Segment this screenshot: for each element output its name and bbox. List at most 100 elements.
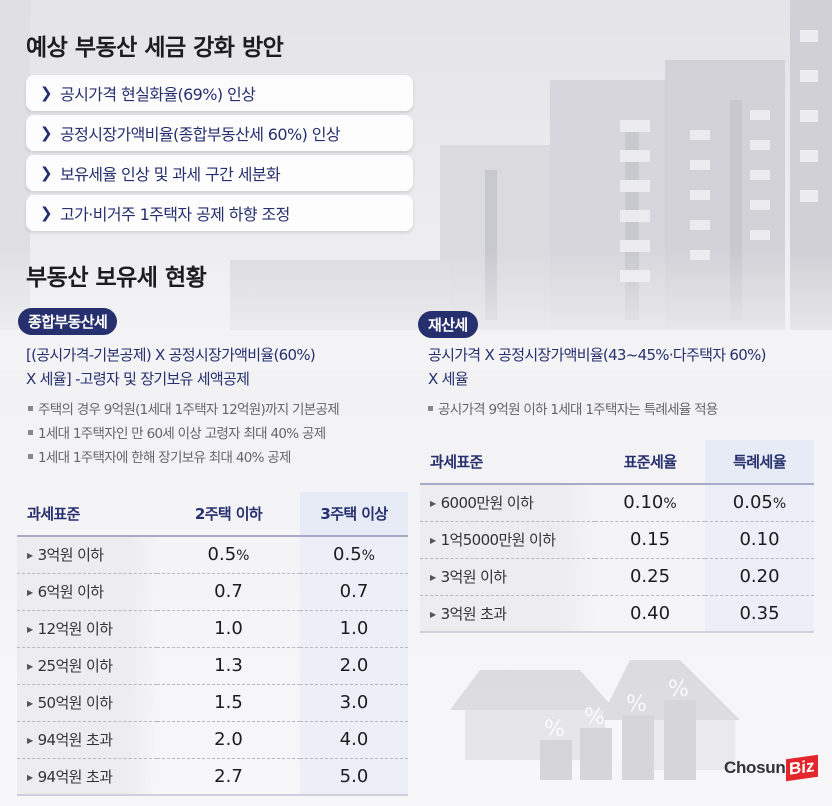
rate-value: 0.40 [595, 595, 705, 633]
note-item: 주택의 경우 9억원(1세대 1주택자 12억원)까지 기본공제 [28, 398, 340, 422]
triangle-bullet-icon: ▶ [27, 772, 33, 782]
svg-text:%: % [626, 692, 647, 717]
note-item: 1세대 1주택자에 한해 장기보유 최대 40% 공제 [28, 446, 339, 470]
rate-value: 0.7 [157, 573, 300, 611]
rate-value: 2.7 [157, 758, 300, 796]
measure-item: ❯ 공정시장가액비율(종합부동산세 60%) 인상 [26, 115, 413, 151]
bracket-label: 94억원 초과 [37, 767, 113, 786]
rate-value: 0.10 [623, 492, 664, 514]
triangle-bullet-icon: ▶ [27, 625, 33, 634]
headline: 예상 부동산 세금 강화 방안 [26, 35, 284, 61]
table-row: ▶ 50억원 이하 1.5 3.0 [17, 684, 408, 722]
chevron-right-icon: ❯ [40, 164, 53, 182]
section-title: 부동산 보유세 현황 [26, 265, 207, 291]
rate-value: 3.0 [300, 684, 408, 722]
comprehensive-tax-badge: 종합부동산세 [18, 308, 118, 335]
column-header: 특례세율 [705, 440, 814, 485]
measures-list: ❯ 공시가격 현실화율(69%) 인상 ❯ 공정시장가액비율(종합부동산세 60… [26, 75, 413, 235]
formula-line: X 세율 [428, 370, 469, 388]
rate-value: 0.5 [207, 544, 237, 566]
bracket-label: 12억원 이하 [37, 620, 113, 638]
formula-line: 공시가격 X 공정시장가액비율(43~45%·다주택자 60%) [428, 346, 766, 364]
rate-value: 4.0 [300, 721, 408, 759]
measure-label: 고가·비거주 1주택자 공제 하향 조정 [60, 205, 290, 224]
rate-value: 5.0 [300, 758, 408, 796]
table-row: ▶ 12억원 이하 1.0 1.0 [17, 610, 408, 648]
triangle-bullet-icon: ▶ [27, 551, 33, 561]
triangle-bullet-icon: ▶ [430, 499, 436, 509]
table-row: ▶ 94억원 초과 2.7 5.0 [17, 758, 408, 796]
square-bullet-icon [28, 405, 33, 411]
comprehensive-tax-table: 과세표준 2주택 이하 3주택 이상 ▶ 3억원 이하 0.5% 0.5% ▶ 6억… [17, 492, 408, 796]
triangle-bullet-icon: ▶ [27, 736, 33, 745]
rate-value: 0.10 [705, 521, 814, 559]
triangle-bullet-icon: ▶ [430, 536, 436, 545]
table-row: ▶ 3억원 초과 0.40 0.35 [420, 595, 814, 633]
rate-value: 1.5 [157, 684, 300, 722]
chevron-right-icon: ❯ [40, 84, 53, 102]
rate-value: 0.5 [333, 544, 362, 566]
rate-value: 0.15 [595, 521, 705, 559]
rate-value: 1.0 [300, 610, 408, 648]
measure-item: ❯ 공시가격 현실화율(69%) 인상 [26, 75, 413, 111]
triangle-bullet-icon: ▶ [430, 573, 436, 582]
svg-text:%: % [544, 717, 565, 742]
measure-label: 보유세율 인상 및 과세 구간 세분화 [60, 165, 281, 184]
note-item: 1세대 1주택자인 만 60세 이상 고령자 최대 40% 공제 [28, 422, 339, 446]
rate-value: 0.25 [595, 558, 705, 596]
svg-text:%: % [584, 705, 605, 730]
measure-label: 공시가격 현실화율(69%) 인상 [60, 85, 256, 104]
rate-value: 0.35 [705, 595, 814, 633]
table-row: ▶ 3억원 이하 0.5% 0.5% [17, 536, 408, 574]
bracket-label: 6000만원 이하 [440, 494, 534, 513]
triangle-bullet-icon: ▶ [430, 609, 436, 619]
formula-line: [(공시가격-기본공제) X 공정시장가액비율(60%) [26, 346, 316, 364]
chosunbiz-logo: Chosun Biz [724, 754, 818, 782]
column-header: 2주택 이하 [157, 492, 300, 537]
rate-value: 0.20 [705, 558, 814, 596]
table-header-row: 과세표준 표준세율 특례세율 [420, 440, 814, 485]
bracket-label: 1억5000만원 이하 [440, 531, 556, 549]
note-item: 공시가격 9억원 이하 1세대 1주택자는 특례세율 적용 [428, 398, 718, 422]
comprehensive-notes: 주택의 경우 9억원(1세대 1주택자 12억원)까지 기본공제 1세대 1주택… [28, 398, 340, 470]
triangle-bullet-icon: ▶ [27, 699, 33, 708]
bracket-label: 3억원 이하 [37, 546, 105, 565]
logo-accent-text: Biz [786, 754, 818, 782]
rate-value: 1.3 [157, 647, 300, 685]
square-bullet-icon [28, 453, 33, 459]
bracket-label: 94억원 초과 [37, 731, 113, 749]
square-bullet-icon [28, 429, 33, 435]
table-row: ▶ 94억원 초과 2.0 4.0 [17, 721, 408, 759]
houses-coins-illustration: %%%% [450, 660, 740, 780]
chevron-right-icon: ❯ [40, 124, 53, 142]
table-header-row: 과세표준 2주택 이하 3주택 이상 [17, 492, 408, 537]
bracket-label: 25억원 이하 [37, 657, 113, 675]
table-row: ▶ 3억원 이하 0.25 0.20 [420, 558, 814, 596]
property-formula: 공시가격 X 공정시장가액비율(43~45%·다주택자 60%) X 세율 [428, 343, 766, 391]
triangle-bullet-icon: ▶ [27, 662, 33, 671]
logo-text: Chosun [724, 758, 786, 777]
column-header: 3주택 이상 [300, 492, 408, 537]
formula-line: X 세율] -고령자 및 장기보유 세액공제 [26, 370, 250, 388]
property-tax-badge: 재산세 [418, 311, 478, 338]
square-bullet-icon [428, 405, 433, 411]
column-header: 과세표준 [420, 440, 595, 485]
measure-item: ❯ 보유세율 인상 및 과세 구간 세분화 [26, 155, 413, 191]
bracket-label: 3억원 초과 [440, 604, 508, 623]
comprehensive-formula: [(공시가격-기본공제) X 공정시장가액비율(60%) X 세율] -고령자 … [26, 343, 316, 391]
bracket-label: 50억원 이하 [37, 694, 113, 712]
rate-value: 1.0 [157, 610, 300, 648]
svg-text:%: % [668, 677, 689, 702]
property-notes: 공시가격 9억원 이하 1세대 1주택자는 특례세율 적용 [428, 398, 718, 422]
rate-value: 2.0 [300, 647, 408, 685]
measure-item: ❯ 고가·비거주 1주택자 공제 하향 조정 [26, 195, 413, 231]
table-row: ▶ 6억원 이하 0.7 0.7 [17, 573, 408, 611]
column-header: 표준세율 [595, 440, 705, 485]
table-row: ▶ 6000만원 이하 0.10% 0.05% [420, 484, 814, 522]
triangle-bullet-icon: ▶ [27, 588, 33, 597]
measure-label: 공정시장가액비율(종합부동산세 60%) 인상 [60, 125, 341, 144]
table-row: ▶ 1억5000만원 이하 0.15 0.10 [420, 521, 814, 559]
column-header: 과세표준 [17, 492, 157, 537]
bracket-label: 3억원 이하 [440, 568, 508, 586]
rate-value: 0.7 [300, 573, 408, 611]
